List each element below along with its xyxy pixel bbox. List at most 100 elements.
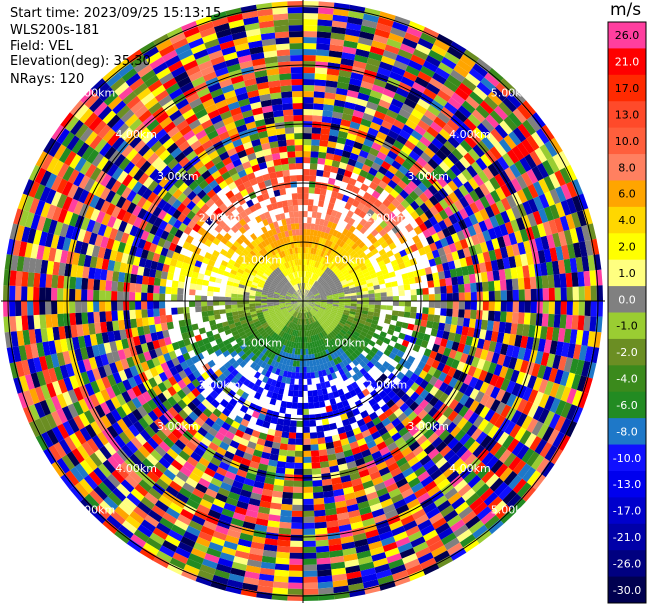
velocity-gate (464, 301, 471, 310)
velocity-gate (293, 480, 303, 487)
velocity-gate (454, 199, 465, 211)
velocity-gate (391, 198, 401, 208)
velocity-gate (153, 308, 160, 317)
velocity-gate (510, 219, 520, 233)
velocity-gate (339, 301, 345, 304)
velocity-gate (15, 270, 23, 287)
velocity-gate (372, 280, 380, 286)
velocity-gate (9, 285, 16, 301)
velocity-gate (538, 208, 549, 224)
velocity-gate (453, 333, 462, 343)
velocity-gate (349, 4, 366, 14)
velocity-gate (315, 248, 320, 256)
velocity-gate (549, 340, 558, 355)
velocity-gate (380, 305, 387, 310)
velocity-gate (398, 108, 411, 120)
velocity-gate (454, 351, 463, 362)
velocity-gate (371, 319, 379, 326)
velocity-gate (468, 213, 479, 226)
velocity-gate (314, 302, 321, 304)
velocity-gate (457, 275, 465, 285)
velocity-gate (555, 186, 567, 203)
velocity-gate (331, 117, 342, 125)
velocity-gate (494, 376, 505, 389)
velocity-gate (312, 290, 319, 295)
velocity-gate (320, 298, 327, 301)
velocity-gate (303, 420, 310, 427)
velocity-gate (129, 309, 136, 320)
velocity-gate (355, 48, 370, 58)
velocity-gate (377, 236, 386, 245)
velocity-gate (494, 342, 503, 354)
velocity-gate (522, 265, 530, 278)
velocity-gate (393, 60, 408, 71)
velocity-gate (450, 41, 467, 55)
velocity-gate (9, 316, 17, 332)
velocity-gate (468, 318, 476, 329)
velocity-gate (153, 285, 160, 294)
velocity-gate (9, 301, 16, 317)
velocity-gate (303, 49, 317, 56)
velocity-gate (374, 185, 385, 195)
velocity-gate (279, 443, 288, 451)
velocity-gate (334, 93, 347, 102)
velocity-gate (371, 162, 381, 172)
velocity-gate (303, 283, 305, 290)
velocity-gate (415, 338, 423, 347)
velocity-gate (351, 115, 363, 125)
velocity-gate (388, 103, 402, 114)
velocity-gate (374, 308, 381, 314)
velocity-gate (434, 165, 446, 177)
velocity-gate (308, 247, 312, 254)
velocity-gate (504, 322, 512, 334)
velocity-gate (147, 284, 154, 294)
velocity-gate (364, 158, 374, 168)
velocity-gate (277, 455, 287, 463)
velocity-gate (346, 183, 355, 192)
velocity-gate (459, 156, 471, 169)
velocity-gate (575, 329, 584, 346)
velocity-gate (367, 311, 375, 316)
velocity-gate (434, 202, 444, 213)
velocity-gate (379, 220, 388, 229)
velocity-gate (573, 344, 582, 360)
velocity-gate (288, 570, 303, 577)
velocity-gate (453, 188, 464, 200)
velocity-gate (316, 255, 321, 262)
velocity-gate (593, 331, 602, 348)
velocity-gate (520, 253, 529, 267)
velocity-gate (338, 161, 348, 170)
velocity-gate (572, 286, 579, 301)
velocity-gate (463, 216, 473, 228)
velocity-gate (457, 317, 465, 327)
velocity-gate (552, 232, 562, 248)
velocity-gate (314, 304, 321, 308)
velocity-gate (372, 240, 381, 249)
velocity-gate (414, 103, 428, 115)
velocity-gate (387, 220, 397, 230)
velocity-gate (553, 314, 561, 328)
velocity-gate (305, 290, 309, 296)
velocity-gate (272, 587, 288, 595)
velocity-gate (314, 296, 321, 299)
velocity-gate (277, 533, 291, 541)
velocity-gate (308, 295, 314, 299)
velocity-gate (361, 164, 372, 173)
velocity-gate (105, 280, 113, 291)
velocity-gate (335, 281, 342, 287)
velocity-gate (307, 390, 313, 397)
velocity-gate (153, 316, 161, 325)
velocity-gate (532, 181, 545, 197)
velocity-gate (418, 325, 427, 334)
velocity-gate (296, 360, 300, 367)
velocity-gate (445, 235, 455, 246)
velocity-gate (504, 167, 516, 181)
velocity-gate (512, 301, 519, 313)
velocity-gate (327, 279, 334, 285)
velocity-gate (364, 7, 381, 17)
velocity-gate (352, 199, 360, 208)
velocity-gate (310, 450, 320, 457)
velocity-gate (543, 248, 552, 263)
velocity-gate (490, 259, 499, 271)
velocity-gate (303, 295, 306, 301)
